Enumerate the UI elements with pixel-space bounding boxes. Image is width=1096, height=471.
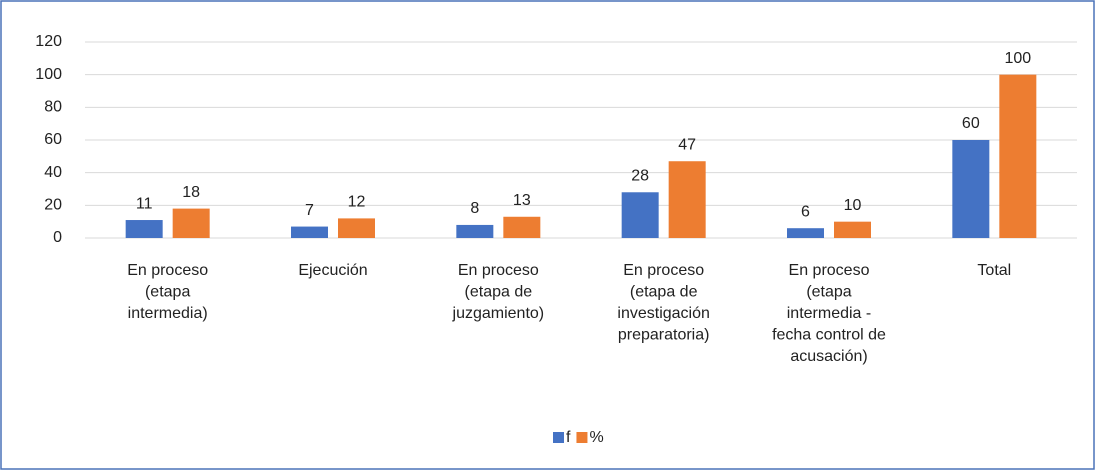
bar [999, 74, 1037, 239]
bar [503, 216, 541, 238]
value-label: 8 [470, 200, 479, 217]
bar [125, 220, 163, 238]
x-tick-label: En proceso (etapa intermedia) [127, 262, 208, 322]
bar [456, 224, 494, 238]
x-tick-label: Total [977, 262, 1011, 279]
y-tick-label: 0 [53, 229, 62, 246]
value-label: 7 [305, 202, 314, 219]
bar [834, 221, 871, 238]
bar [787, 228, 824, 238]
value-label: 11 [136, 195, 153, 212]
y-tick-label: 80 [44, 99, 62, 116]
value-label: 18 [182, 184, 200, 201]
bar [952, 140, 990, 238]
legend-swatch [553, 432, 564, 443]
x-tick-label: Ejecución [298, 262, 367, 279]
x-tick-label: En proceso (etapa intermedia -fecha contro… [772, 262, 886, 365]
x-tick-label: En proceso (etapa de juzgamiento) [452, 262, 545, 322]
value-label: 47 [678, 136, 696, 153]
legend-swatch [576, 432, 588, 443]
value-label: 100 [1004, 50, 1031, 67]
value-label: 28 [631, 167, 649, 184]
bar [291, 226, 328, 238]
legend-label: f [566, 429, 571, 446]
value-label: 13 [513, 192, 531, 209]
bar [172, 208, 210, 238]
y-tick-label: 60 [44, 131, 62, 148]
bar [621, 192, 659, 238]
value-label: 60 [962, 115, 980, 132]
y-tick-label: 100 [35, 66, 62, 83]
value-label: 12 [348, 194, 366, 211]
value-label: 10 [844, 197, 862, 214]
y-tick-label: 20 [44, 197, 62, 214]
x-tick-label: En proceso (etapa de investigación preparat… [617, 262, 710, 344]
bar [338, 218, 375, 238]
legend-label: % [589, 429, 603, 446]
bar [668, 161, 706, 238]
y-tick-label: 120 [35, 33, 62, 50]
value-label: 6 [801, 203, 810, 220]
y-tick-label: 40 [44, 164, 62, 181]
